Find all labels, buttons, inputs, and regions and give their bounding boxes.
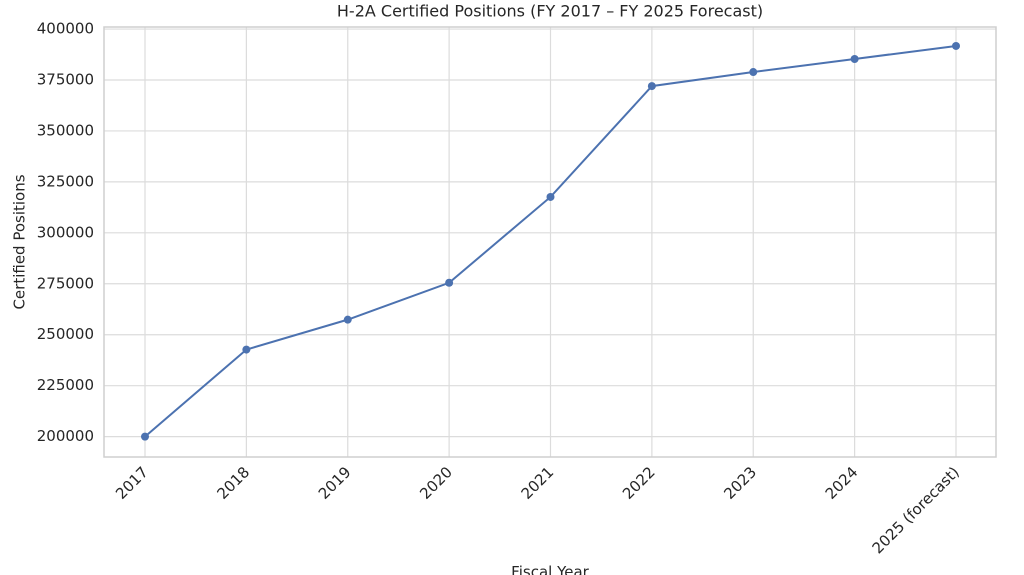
x-tick-label: 2020	[416, 463, 456, 503]
x-tick-label: 2024	[822, 463, 862, 503]
data-point	[952, 41, 960, 50]
y-tick-label: 375000	[37, 70, 94, 88]
x-tick-label: 2023	[720, 463, 760, 503]
chart-title: H-2A Certified Positions (FY 2017 – FY 2…	[337, 2, 763, 21]
y-tick-label: 300000	[37, 223, 94, 241]
plot-frame	[103, 26, 997, 458]
x-axis-label: Fiscal Year	[511, 563, 589, 575]
x-tick-label: 2017	[112, 463, 152, 503]
data-point	[242, 345, 251, 354]
data-point	[141, 432, 149, 441]
y-tick-label: 400000	[37, 20, 94, 38]
data-point	[647, 82, 656, 91]
x-tick-label: 2019	[315, 463, 355, 503]
data-point	[546, 192, 555, 201]
data-point	[343, 315, 352, 324]
data-point	[445, 278, 454, 287]
y-axis-label: Certified Positions	[11, 174, 29, 309]
x-tick-label: 2025 (forecast)	[869, 463, 963, 557]
x-tick-label: 2021	[518, 463, 558, 503]
x-tick-label: 2022	[619, 463, 659, 503]
y-tick-label: 225000	[37, 376, 94, 394]
data-point	[850, 54, 859, 63]
y-tick-label: 325000	[37, 172, 94, 190]
x-tick-label: 2018	[213, 463, 253, 503]
data-point	[749, 68, 758, 77]
y-tick-label: 350000	[37, 121, 94, 139]
y-tick-label: 200000	[37, 427, 94, 445]
y-tick-label: 250000	[37, 325, 94, 343]
y-tick-label: 275000	[37, 274, 94, 292]
